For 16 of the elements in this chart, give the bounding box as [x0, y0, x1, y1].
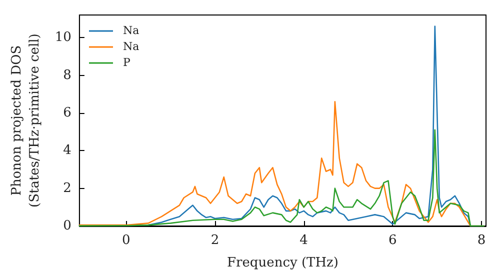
y-tick-label: 8	[63, 68, 72, 83]
x-tick-label: 8	[477, 233, 486, 248]
legend-label: P	[123, 56, 131, 69]
y-tick-label: 4	[63, 143, 72, 158]
x-tick-label: 0	[122, 233, 130, 248]
y-tick-label: 10	[54, 30, 72, 46]
x-tick-label: 2	[210, 233, 220, 248]
x-tick-label: 6	[388, 233, 397, 248]
legend-label: Na	[123, 24, 140, 37]
y-axis-title: Phonon projected DOS (States/THz·primitive cell)	[10, 33, 42, 208]
x-tick-label: 4	[300, 233, 308, 248]
y-tick-label: 2	[63, 180, 72, 196]
legend-label: Na	[123, 40, 140, 53]
x-axis-title: Frequency (THz)	[226, 256, 338, 270]
y-tick-label: 6	[63, 105, 72, 120]
y-tick-label: 0	[63, 218, 72, 234]
